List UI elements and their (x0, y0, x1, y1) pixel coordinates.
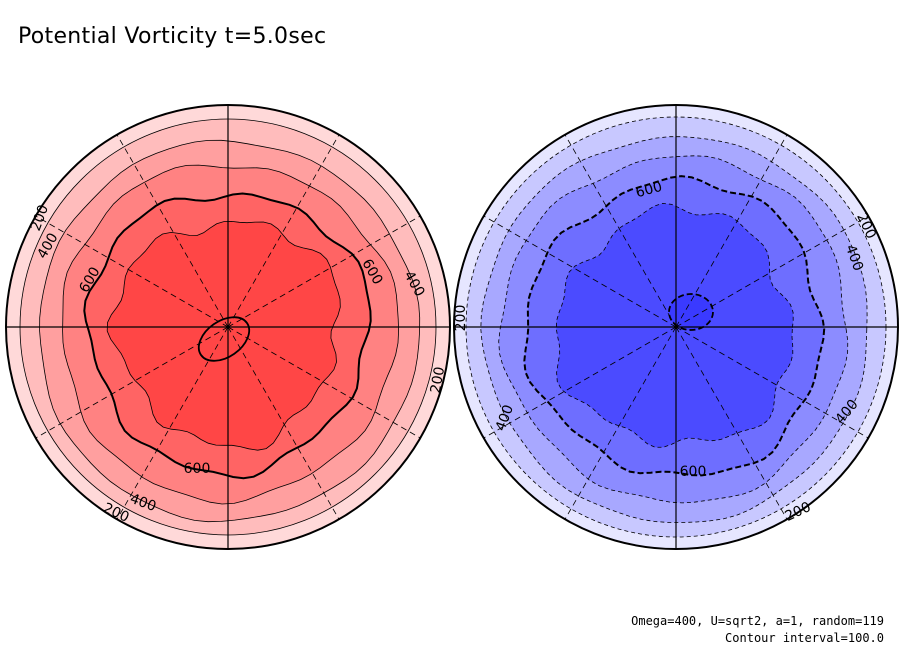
longitude-line (483, 215, 677, 328)
center-vortex (668, 293, 714, 331)
longitude-line (227, 326, 340, 520)
contour-interval-note: Contour interval=100.0 (725, 631, 884, 645)
hemisphere-border (453, 104, 899, 550)
longitude-line (116, 134, 229, 328)
parameters-note: Omega=400, U=sqrt2, a=1, random=119 (631, 614, 884, 628)
contour-label: 600 (184, 461, 211, 477)
longitude-line (227, 134, 340, 328)
contour-label: 600 (634, 179, 664, 201)
longitude-line (35, 215, 229, 328)
longitude-line (675, 215, 869, 328)
longitude-line (675, 134, 788, 328)
longitude-line (675, 326, 869, 439)
contour-label: 600 (680, 464, 707, 480)
center-vortex (197, 316, 251, 362)
contour-label: 200 (453, 305, 469, 332)
chart-title: Potential Vorticity t=5.0sec (18, 24, 327, 49)
longitude-line (227, 326, 421, 439)
contour-label: 200 (428, 365, 448, 394)
longitude-line (483, 326, 677, 439)
longitude-line (675, 326, 788, 520)
longitude-line (564, 326, 677, 520)
longitude-line (35, 326, 229, 439)
longitude-line (227, 215, 421, 328)
hemisphere-border (5, 104, 451, 550)
longitude-line (116, 326, 229, 520)
longitude-line (564, 134, 677, 328)
